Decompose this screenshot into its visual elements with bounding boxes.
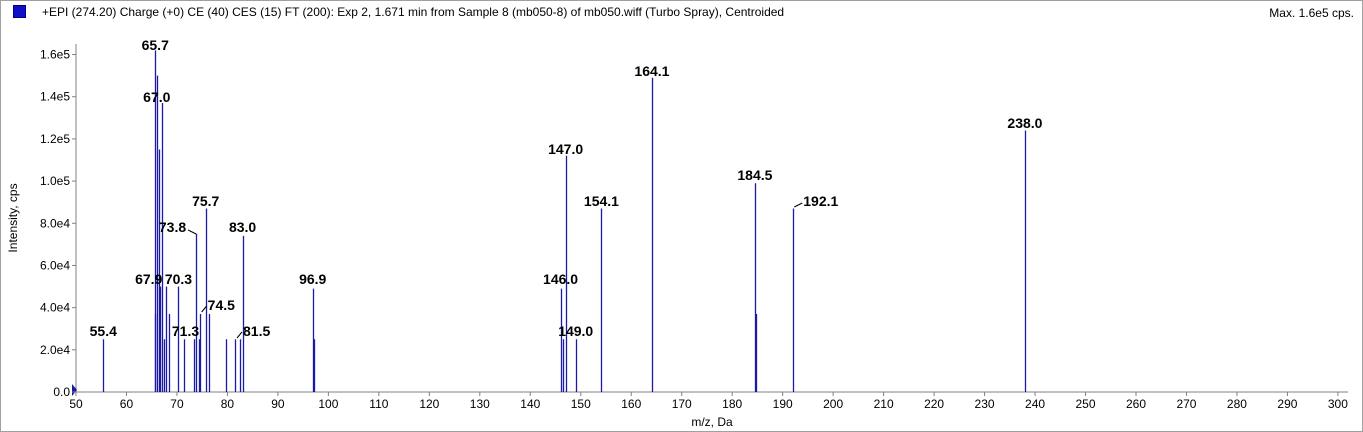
peak-label: 184.5: [737, 167, 772, 183]
peak-label: 71.3: [172, 323, 199, 339]
axis-ticks: 50 60 70 80 90 100 110 120 130 140 150 160 170 180 190…: [40, 48, 1348, 411]
y-tick-label: 1.0e5: [40, 174, 70, 188]
x-tick-label: 70: [170, 397, 184, 411]
x-tick-label: 50: [69, 397, 83, 411]
x-tick-label: 100: [318, 397, 338, 411]
label-leader-line: [236, 331, 243, 339]
max-intensity-label: Max. 1.6e5 cps.: [1269, 6, 1354, 20]
x-tick-label: 240: [1025, 397, 1045, 411]
label-leader-line: [794, 202, 803, 208]
peak-label: 83.0: [229, 219, 256, 235]
x-tick-label: 260: [1126, 397, 1146, 411]
x-tick-label: 60: [120, 397, 134, 411]
x-tick-label: 200: [823, 397, 843, 411]
x-tick-label: 280: [1227, 397, 1247, 411]
origin-marker-icon: [72, 384, 77, 396]
peak-label: 238.0: [1007, 115, 1042, 131]
peak-label: 74.5: [208, 297, 235, 313]
peak-label: 70.3: [165, 271, 192, 287]
peak-label: 146.0: [543, 271, 578, 287]
y-tick-label: 8.0e4: [40, 216, 70, 230]
x-tick-label: 170: [672, 397, 692, 411]
x-tick-label: 140: [520, 397, 540, 411]
y-tick-label: 2.0e4: [40, 343, 70, 357]
y-tick-label: 1.2e5: [40, 132, 70, 146]
x-tick-label: 190: [773, 397, 793, 411]
peaks-group: [102, 50, 1027, 392]
peak-label: 55.4: [90, 323, 117, 339]
peak-label: 154.1: [584, 193, 619, 209]
peak-label: 96.9: [299, 271, 326, 287]
peak-label: 65.7: [142, 37, 169, 53]
x-tick-label: 270: [1176, 397, 1196, 411]
x-tick-label: 80: [221, 397, 235, 411]
x-tick-label: 120: [419, 397, 439, 411]
y-tick-label: 0.0: [53, 385, 70, 399]
peak-label: 67.0: [143, 89, 170, 105]
label-leader-line: [201, 305, 208, 313]
y-tick-label: 1.6e5: [40, 48, 70, 62]
y-tick-label: 6.0e4: [40, 258, 70, 272]
peak-label: 147.0: [548, 141, 583, 157]
peak-label: 81.5: [243, 323, 270, 339]
x-tick-label: 220: [924, 397, 944, 411]
y-tick-label: 1.4e5: [40, 90, 70, 104]
x-tick-label: 160: [621, 397, 641, 411]
x-tick-label: 180: [722, 397, 742, 411]
x-tick-label: 210: [874, 397, 894, 411]
y-tick-label: 4.0e4: [40, 301, 70, 315]
peak-label: 73.8: [159, 219, 186, 235]
y-axis-title: Intensity, cps: [6, 183, 20, 252]
peak-label: 164.1: [634, 63, 669, 79]
label-leader-line: [187, 229, 197, 235]
x-tick-label: 130: [470, 397, 490, 411]
spectrum-title: +EPI (274.20) Charge (+0) CE (40) CES (1…: [42, 5, 785, 19]
x-tick-label: 290: [1277, 397, 1297, 411]
x-tick-label: 250: [1076, 397, 1096, 411]
peak-label: 192.1: [803, 193, 838, 209]
x-tick-label: 230: [975, 397, 995, 411]
peak-labels-group: 55.4 65.7 67.0 67.9 70.3 71.3 73.8 74.5 75.7 81.5…: [90, 37, 1043, 339]
legend-swatch-icon[interactable]: [13, 5, 26, 18]
peak-label: 149.0: [558, 323, 593, 339]
x-tick-label: 300: [1328, 397, 1348, 411]
x-axis-title: m/z, Da: [691, 415, 733, 429]
peak-label: 75.7: [192, 193, 219, 209]
x-tick-label: 110: [369, 397, 388, 411]
x-tick-label: 150: [571, 397, 591, 411]
x-tick-label: 90: [271, 397, 285, 411]
peak-label: 67.9: [135, 271, 162, 287]
